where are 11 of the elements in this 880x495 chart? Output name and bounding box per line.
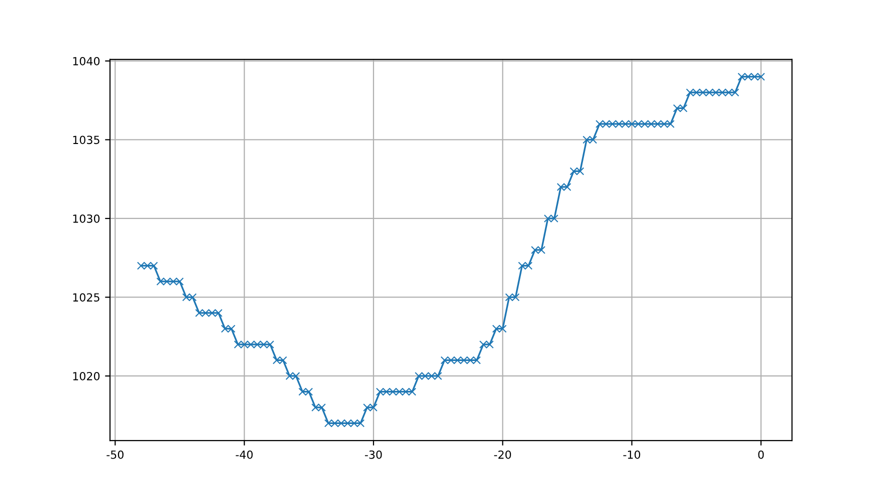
y-tick-label: 1035 [73, 136, 100, 144]
x-tick-label: -50 [106, 450, 124, 459]
y-tick-label: 1040 [73, 56, 100, 66]
x-tick-label: 0 [758, 450, 764, 459]
x-tick-label: -40 [236, 450, 253, 459]
x-tick-label: -30 [364, 450, 382, 459]
y-tick-label: 1020 [73, 372, 100, 380]
y-tick-label: 1030 [73, 214, 100, 223]
x-tick-label: -20 [494, 450, 512, 459]
x-tick-label: -10 [623, 450, 640, 459]
y-tick-label: 1025 [73, 293, 100, 302]
